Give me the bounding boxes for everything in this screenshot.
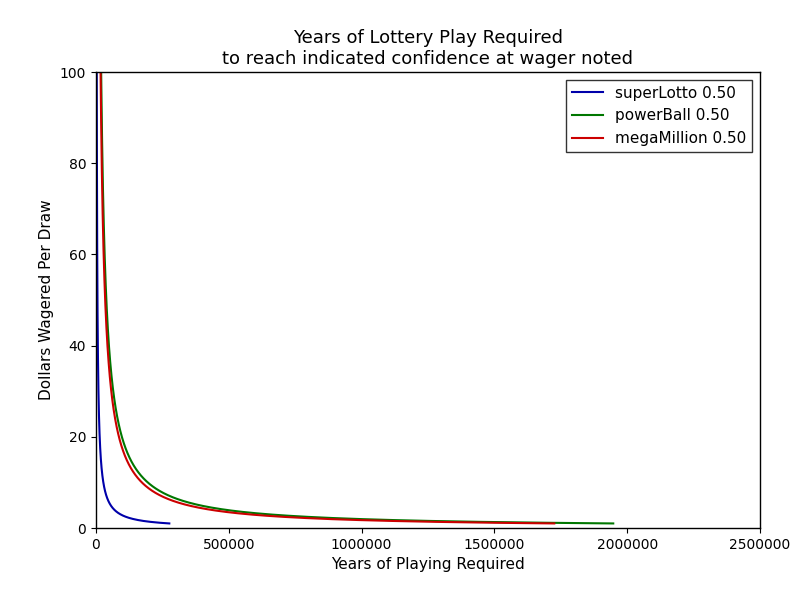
powerBall 0.50 <box>96 68 106 76</box>
superLotto 0.50 <box>93 301 102 308</box>
superLotto 0.50 <box>93 312 102 319</box>
megaMillion 0.50 <box>97 164 106 172</box>
superLotto 0.50 <box>92 82 102 89</box>
X-axis label: Years of Playing Required: Years of Playing Required <box>331 557 525 572</box>
superLotto 0.50 <box>103 497 113 504</box>
powerBall 0.50 <box>98 164 107 172</box>
superLotto 0.50 <box>92 82 102 89</box>
megaMillion 0.50 <box>167 497 177 504</box>
megaMillion 0.50 <box>96 82 106 89</box>
Line: superLotto 0.50: superLotto 0.50 <box>97 72 170 523</box>
Y-axis label: Dollars Wagered Per Draw: Dollars Wagered Per Draw <box>39 200 54 400</box>
powerBall 0.50 <box>177 497 186 504</box>
megaMillion 0.50 <box>96 68 106 76</box>
Line: megaMillion 0.50: megaMillion 0.50 <box>101 72 554 523</box>
Title: Years of Lottery Play Required
to reach indicated confidence at wager noted: Years of Lottery Play Required to reach … <box>222 29 634 68</box>
Line: powerBall 0.50: powerBall 0.50 <box>101 72 614 523</box>
powerBall 0.50 <box>97 82 106 89</box>
megaMillion 0.50 <box>101 301 110 308</box>
megaMillion 0.50 <box>101 312 110 319</box>
powerBall 0.50 <box>102 312 112 319</box>
superLotto 0.50 <box>165 520 174 527</box>
Legend: superLotto 0.50, powerBall 0.50, megaMillion 0.50: superLotto 0.50, powerBall 0.50, megaMil… <box>566 80 752 152</box>
powerBall 0.50 <box>97 82 106 89</box>
powerBall 0.50 <box>609 520 618 527</box>
superLotto 0.50 <box>92 164 102 172</box>
megaMillion 0.50 <box>550 520 559 527</box>
powerBall 0.50 <box>102 301 111 308</box>
megaMillion 0.50 <box>96 82 106 89</box>
superLotto 0.50 <box>92 68 102 76</box>
